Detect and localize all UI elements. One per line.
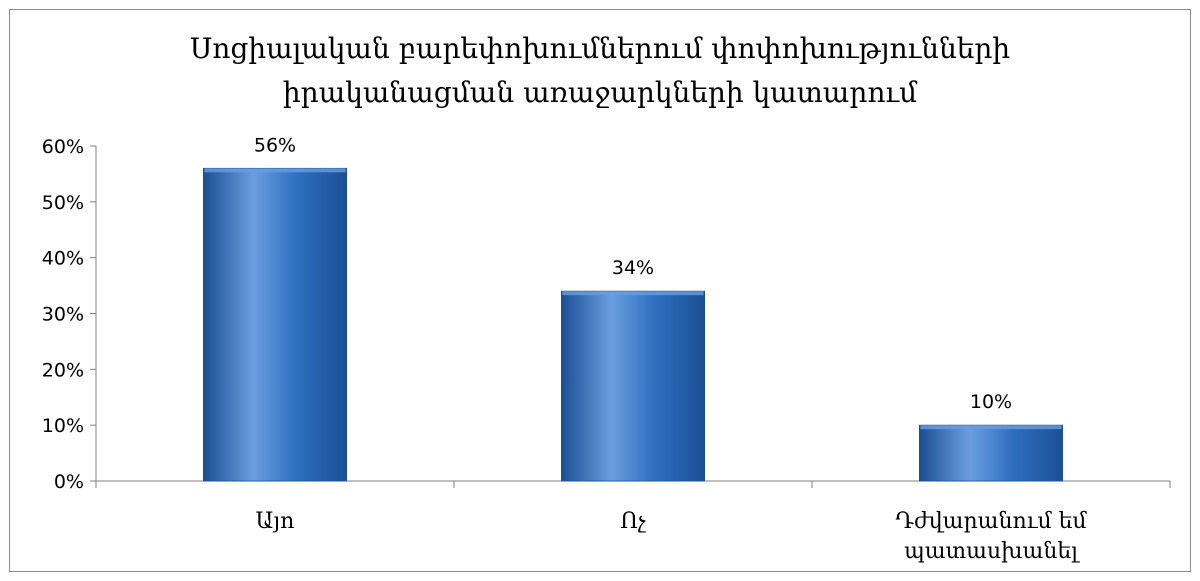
data-label-1: 56% (254, 134, 296, 156)
y-tick-label: 0% (54, 471, 84, 493)
y-tick-label: 40% (42, 248, 84, 270)
data-label-2: 34% (612, 257, 654, 279)
category-labels: Այո Ոչ Դժվարանում եմ պատասխանել (256, 509, 1088, 564)
bar-2 (561, 290, 706, 482)
bar-3 (919, 424, 1064, 482)
data-labels: 56% 34% 10% (254, 134, 1012, 413)
category-label-1: Այո (256, 509, 295, 534)
y-tick-label: 10% (42, 415, 84, 437)
bar-top-highlight (920, 425, 1062, 430)
bar-top-highlight (204, 168, 346, 173)
data-label-3: 10% (970, 391, 1012, 413)
category-label-2: Ոչ (620, 509, 647, 534)
chart-title-line-2: իրականացման առաջարկների կատարում (283, 76, 918, 109)
y-axis: 0% 10% 20% 30% 40% 50% 60% (42, 136, 97, 493)
y-tick-label: 50% (42, 192, 84, 214)
y-tick-label: 20% (42, 359, 84, 381)
category-label-3: Դժվարանում եմ (895, 509, 1087, 534)
bar-1 (202, 167, 347, 482)
category-label-3: պատասխանել (904, 539, 1080, 564)
chart-title-line-1: Սոցիալական բարեփոխումներում փոփոխություն… (190, 32, 1010, 65)
y-tick-label: 30% (42, 304, 84, 326)
bars (202, 167, 1064, 482)
y-tick-label: 60% (42, 136, 84, 158)
bar-top-highlight (562, 291, 704, 296)
